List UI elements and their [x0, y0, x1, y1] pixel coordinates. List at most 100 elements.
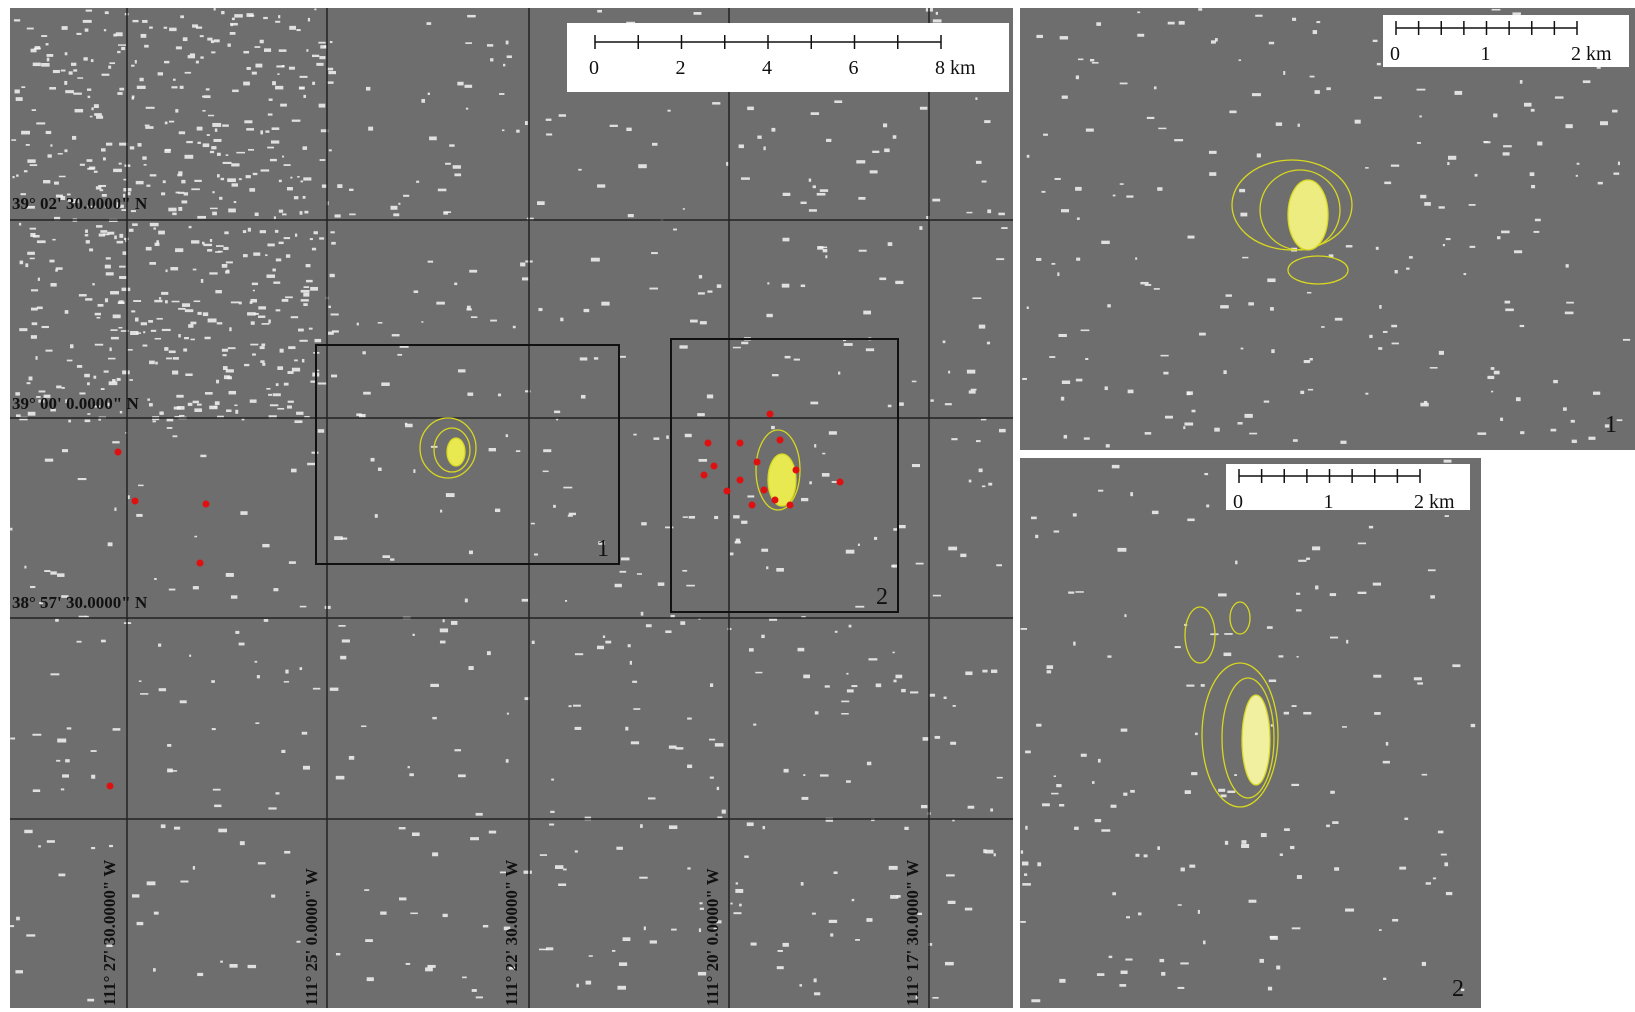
speckle: [1391, 325, 1397, 327]
speckle: [188, 324, 193, 328]
speckle: [710, 777, 714, 779]
speckle: [16, 414, 21, 417]
scale-label: 2 km: [1571, 43, 1612, 65]
speckle: [380, 911, 386, 914]
speckle: [331, 375, 337, 378]
speckle: [699, 459, 708, 462]
speckle: [1184, 422, 1193, 425]
speckle: [119, 300, 124, 303]
point: [737, 477, 744, 484]
speckle: [298, 329, 304, 332]
speckle: [1445, 515, 1449, 517]
speckle: [364, 889, 369, 891]
speckle: [91, 847, 95, 849]
speckle: [953, 705, 956, 707]
speckle: [300, 211, 303, 215]
speckle: [277, 366, 283, 370]
speckle: [671, 615, 675, 618]
speckle: [1022, 378, 1027, 380]
speckle: [516, 130, 519, 133]
speckle: [1600, 121, 1608, 125]
speckle: [687, 867, 690, 869]
speckle: [1060, 36, 1068, 39]
speckle: [272, 81, 276, 85]
speckle: [1493, 114, 1497, 118]
speckle: [451, 621, 457, 625]
speckle: [1192, 410, 1196, 413]
speckle: [284, 383, 289, 386]
speckle: [253, 173, 258, 175]
speckle: [1330, 593, 1336, 596]
speckle: [689, 516, 695, 519]
speckle: [950, 742, 956, 745]
speckle: [1417, 682, 1423, 684]
speckle: [39, 390, 46, 392]
speckle: [560, 318, 563, 322]
speckle: [1024, 873, 1027, 876]
speckle: [263, 17, 268, 19]
speckle: [69, 71, 73, 74]
speckle: [735, 889, 743, 893]
speckle: [375, 514, 378, 518]
speckle: [979, 469, 983, 473]
speckle: [101, 388, 105, 390]
speckle: [170, 267, 178, 270]
speckle: [490, 320, 497, 322]
speckle: [378, 468, 382, 471]
speckle: [70, 344, 73, 348]
speckle: [244, 364, 249, 366]
speckle: [556, 419, 558, 421]
speckle: [694, 12, 702, 15]
speckle: [292, 120, 301, 122]
speckle: [443, 211, 448, 214]
speckle: [665, 527, 673, 529]
speckle: [164, 347, 168, 351]
speckle: [988, 483, 992, 486]
speckle: [1358, 592, 1367, 594]
contour: [1288, 180, 1328, 250]
speckle: [159, 297, 161, 299]
speckle: [687, 718, 692, 720]
speckle: [1075, 591, 1083, 593]
speckle: [652, 143, 657, 146]
speckle: [270, 159, 277, 161]
speckle: [304, 211, 308, 214]
speckle: [506, 434, 508, 437]
speckle: [161, 292, 168, 295]
speckle: [1452, 664, 1460, 667]
speckle: [41, 35, 47, 37]
speckle: [1571, 420, 1575, 423]
speckle: [984, 120, 990, 123]
speckle: [994, 853, 996, 856]
speckle: [44, 570, 50, 572]
speckle: [998, 213, 1005, 216]
speckle: [1209, 151, 1217, 154]
speckle: [25, 263, 28, 267]
speckle: [214, 406, 217, 408]
speckle: [218, 829, 227, 833]
speckle: [246, 175, 251, 178]
speckle: [893, 135, 897, 139]
speckle: [619, 356, 626, 358]
speckle: [1241, 840, 1246, 844]
speckle: [1117, 548, 1126, 552]
speckle: [273, 281, 280, 283]
speckle: [1534, 231, 1540, 233]
speckle: [301, 290, 310, 293]
speckle: [801, 285, 805, 288]
speckle: [122, 370, 130, 374]
speckle: [133, 20, 139, 22]
speckle: [690, 320, 698, 323]
speckle: [112, 441, 119, 443]
speckle: [838, 372, 840, 375]
speckle: [87, 999, 94, 1002]
speckle: [427, 965, 435, 968]
speckle: [287, 187, 293, 190]
speckle: [166, 358, 172, 360]
speckle: [178, 308, 185, 310]
speckle: [1551, 429, 1557, 432]
speckle: [1223, 370, 1226, 374]
speckle: [215, 401, 220, 405]
speckle: [332, 330, 339, 332]
speckle: [1076, 379, 1083, 382]
